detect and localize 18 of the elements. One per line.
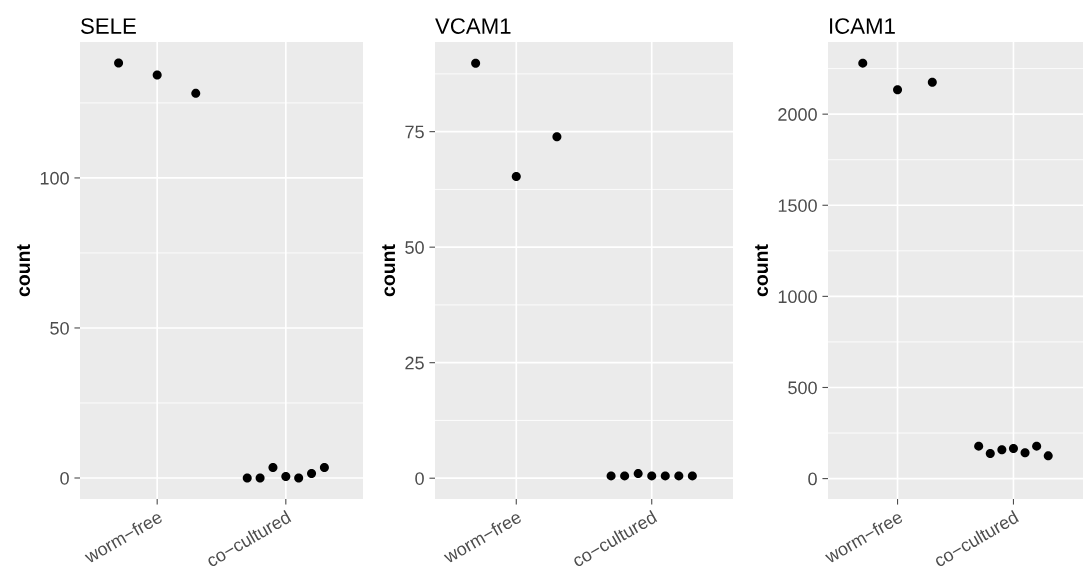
y-axis-title: count <box>17 244 31 297</box>
y-tick-label: 50 <box>405 241 424 254</box>
y-tick-label: 100 <box>40 171 69 185</box>
y-axis-title: count <box>382 244 396 297</box>
y-tick-label: 25 <box>405 356 424 370</box>
y-tick-label: 50 <box>50 321 69 335</box>
y-tick-label: 2000 <box>778 108 817 121</box>
y-axis-title: count <box>755 244 769 297</box>
y-tick-label: 1000 <box>778 290 817 304</box>
chart-title: SELE <box>81 18 136 34</box>
chart-title: ICAM1 <box>830 18 895 34</box>
y-tick-label: 75 <box>405 125 424 139</box>
y-tick-label: 1500 <box>778 199 817 212</box>
chart-title: VCAM1 <box>435 18 511 34</box>
y-tick-label: 0 <box>415 472 424 485</box>
y-tick-label: 0 <box>60 471 69 485</box>
y-tick-label: 500 <box>788 381 817 395</box>
y-tick-label: 0 <box>808 472 817 486</box>
